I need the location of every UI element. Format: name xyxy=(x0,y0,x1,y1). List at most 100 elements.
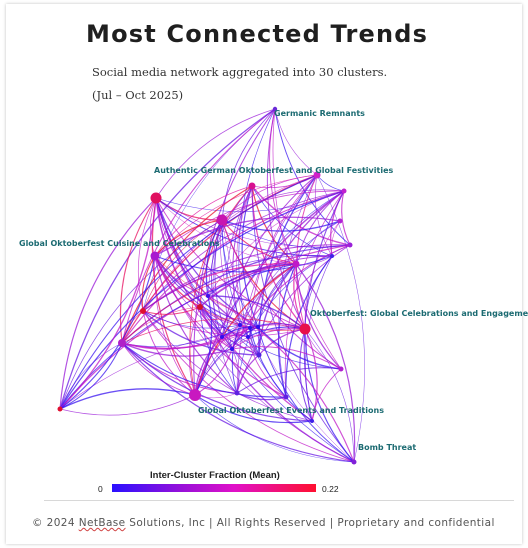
label-oktoberfest-global-celebrations: Oktoberfest: Global Celebrations and Eng… xyxy=(310,309,528,318)
network-edge xyxy=(193,108,276,396)
network-node xyxy=(189,389,201,401)
label-germanic-remnants: Germanic Remnants xyxy=(274,109,365,118)
network-edge xyxy=(295,220,341,265)
network-edge xyxy=(59,342,123,410)
network-edge xyxy=(121,342,355,463)
network-edge xyxy=(154,219,223,257)
label-global-oktoberfest-cuisine: Global Oktoberfest Cuisine and Celebrati… xyxy=(19,239,220,248)
network-edge xyxy=(221,334,249,338)
network-edge xyxy=(194,336,223,396)
network-edge xyxy=(142,255,333,312)
network-edge xyxy=(257,326,342,370)
network-edge xyxy=(231,244,351,350)
network-edge xyxy=(299,328,313,422)
network-edge xyxy=(59,190,345,410)
network-edge xyxy=(59,197,157,410)
network-node xyxy=(246,335,250,339)
network-edge xyxy=(269,108,297,265)
network-edge xyxy=(236,174,318,394)
footer-divider xyxy=(44,500,514,501)
chart-frame xyxy=(6,4,522,544)
network-node xyxy=(118,339,126,347)
network-edge xyxy=(221,108,276,221)
network-edge xyxy=(142,310,260,356)
network-edge xyxy=(121,263,297,344)
network-edge xyxy=(207,295,306,330)
network-edge xyxy=(194,394,355,463)
date-range: (Jul – Oct 2025) xyxy=(92,88,184,102)
network-edge xyxy=(137,197,157,312)
network-node xyxy=(197,304,203,310)
network-node xyxy=(230,347,234,351)
network-edge xyxy=(59,219,223,410)
network-edge xyxy=(142,310,355,463)
network-edge xyxy=(154,185,253,257)
network-edge xyxy=(121,342,313,422)
network-edge xyxy=(341,190,351,246)
network-edge xyxy=(304,220,341,330)
network-node xyxy=(206,294,210,298)
label-authentic-german-oktoberfest: Authentic German Oktoberfest and Global … xyxy=(154,166,393,175)
network-edge xyxy=(231,324,241,394)
network-edge xyxy=(205,219,223,297)
network-edge xyxy=(154,255,333,273)
label-bomb-threat: Bomb Threat xyxy=(358,443,416,452)
network-edge xyxy=(199,185,253,308)
network-edge xyxy=(304,328,355,463)
network-edge xyxy=(249,327,313,422)
network-node xyxy=(338,366,344,372)
legend-min-label: 0 xyxy=(98,484,103,494)
network-edge xyxy=(305,255,333,422)
page-title: Most Connected Trends xyxy=(86,20,429,48)
network-edges xyxy=(59,108,365,463)
page-subtitle: Social media network aggregated into 30 … xyxy=(92,65,388,79)
network-edge xyxy=(284,190,345,398)
network-node xyxy=(234,390,240,396)
network-edge xyxy=(207,295,355,463)
network-node xyxy=(150,192,162,204)
network-edge xyxy=(194,394,313,424)
network-edge xyxy=(155,108,276,199)
network-node xyxy=(337,218,343,224)
network-edge xyxy=(236,392,287,401)
network-edge xyxy=(207,190,345,297)
network-edge xyxy=(142,310,313,422)
network-edge xyxy=(141,255,156,312)
network-edge xyxy=(274,108,351,246)
network-node xyxy=(310,419,314,423)
footer-suffix: Solutions, Inc | All Rights Reserved | P… xyxy=(125,517,495,529)
network-node xyxy=(299,323,311,335)
network-edge xyxy=(304,328,355,463)
network-node xyxy=(248,326,252,330)
network-node xyxy=(256,352,262,358)
network-node xyxy=(351,459,357,465)
network-labels: Germanic Remnants Authentic German Oktob… xyxy=(19,109,528,452)
network-edge xyxy=(59,108,276,410)
network-edge xyxy=(59,328,306,410)
network-edge xyxy=(199,306,233,350)
network-edge xyxy=(238,108,276,338)
network-edge xyxy=(142,306,201,315)
network-edge xyxy=(266,108,306,330)
network-node xyxy=(283,394,289,400)
network-edge xyxy=(59,394,196,416)
network-edge xyxy=(316,174,365,463)
footer-prefix: © 2024 xyxy=(32,517,79,529)
network-edge xyxy=(154,255,238,394)
network-node xyxy=(57,406,63,412)
network-edge xyxy=(154,216,341,257)
network-node xyxy=(292,260,300,268)
network-edge xyxy=(121,326,259,349)
network-edge xyxy=(231,328,306,350)
network-edge xyxy=(304,328,318,422)
network-edge xyxy=(121,342,196,396)
network-edge xyxy=(231,348,240,394)
network-node xyxy=(313,171,321,179)
network-node xyxy=(220,335,224,339)
network-node xyxy=(140,308,146,314)
network-edge xyxy=(154,255,209,297)
network-node xyxy=(272,106,278,112)
network-edge xyxy=(241,185,259,328)
network-edge xyxy=(188,306,201,396)
